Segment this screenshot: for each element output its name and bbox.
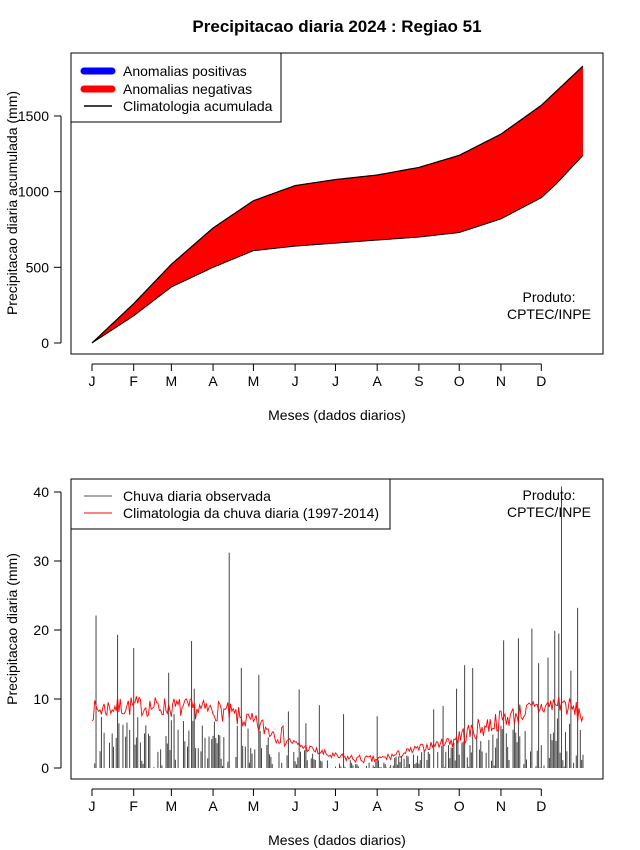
bottom-x-tick-label: O bbox=[454, 798, 465, 814]
top-x-axis-label: Meses (dados diarios) bbox=[268, 407, 406, 423]
bottom-x-tick-label: J bbox=[292, 798, 299, 814]
top-x-tick-label: J bbox=[332, 373, 339, 389]
bottom-x-tick-label: A bbox=[208, 798, 218, 814]
top-x-tick-label: A bbox=[208, 373, 218, 389]
negative-anomaly-area bbox=[92, 66, 583, 343]
top-x-tick-label: D bbox=[536, 373, 546, 389]
cumulative-precip-panel: J F M A M J J A S O N D 0 500 1000 1500 Meses (dados d… bbox=[4, 52, 604, 423]
top-x-tick-label: A bbox=[373, 373, 383, 389]
top-y-tick-label: 1000 bbox=[18, 184, 49, 200]
bottom-y-tick-label: 20 bbox=[33, 622, 49, 638]
bottom-x-tick-label: J bbox=[332, 798, 339, 814]
bottom-x-tick-label: A bbox=[373, 798, 383, 814]
top-y-axis: 0 500 1000 1500 bbox=[18, 108, 62, 351]
top-x-tick-label: J bbox=[292, 373, 299, 389]
bottom-x-tick-label: M bbox=[248, 798, 260, 814]
top-y-tick-label: 500 bbox=[26, 259, 50, 275]
top-annotation-line1: Produto: bbox=[523, 289, 576, 305]
legend-label-climatology: Climatologia acumulada bbox=[123, 98, 273, 114]
bottom-y-axis: 0 10 20 30 40 bbox=[33, 484, 62, 776]
top-x-tick-label: N bbox=[496, 373, 506, 389]
bottom-x-tick-label: D bbox=[536, 798, 546, 814]
legend-label-observed: Chuva diaria observada bbox=[123, 488, 271, 504]
daily-climatology-line bbox=[91, 696, 584, 764]
bottom-y-tick-label: 0 bbox=[41, 760, 49, 776]
climatology-cumulative-line bbox=[91, 65, 584, 344]
chart-title: Precipitacao diaria 2024 : Regiao 51 bbox=[192, 17, 481, 36]
top-x-tick-label: J bbox=[89, 373, 96, 389]
top-x-tick-label: S bbox=[414, 373, 423, 389]
bottom-annotation-line1: Produto: bbox=[523, 487, 576, 503]
top-x-tick-label: M bbox=[166, 373, 178, 389]
legend-label-positive: Anomalias positivas bbox=[123, 63, 247, 79]
bottom-x-tick-label: F bbox=[129, 798, 138, 814]
bottom-y-tick-label: 40 bbox=[33, 484, 49, 500]
legend-label-negative: Anomalias negativas bbox=[123, 81, 252, 97]
daily-precip-panel: J F M A M J J A S O N D 0 10 20 30 40 Meses (dados diar… bbox=[4, 478, 604, 848]
top-annotation-line2: CPTEC/INPE bbox=[507, 306, 591, 322]
top-y-tick-label: 1500 bbox=[18, 108, 49, 124]
top-x-tick-label: O bbox=[454, 373, 465, 389]
top-x-tick-label: F bbox=[129, 373, 138, 389]
bottom-x-tick-label: S bbox=[414, 798, 423, 814]
observed-cumulative-line bbox=[91, 154, 584, 344]
cumulative-data-layer bbox=[91, 65, 584, 344]
bottom-y-tick-label: 10 bbox=[33, 691, 49, 707]
bottom-legend-box bbox=[70, 478, 391, 530]
daily-data-layer bbox=[91, 486, 584, 768]
bottom-y-tick-label: 30 bbox=[33, 553, 49, 569]
bottom-x-axis-label: Meses (dados diarios) bbox=[268, 832, 406, 848]
bottom-x-tick-label: N bbox=[496, 798, 506, 814]
bottom-x-tick-label: J bbox=[89, 798, 96, 814]
bottom-legend: Chuva diaria observada Climatologia da c… bbox=[70, 478, 391, 530]
bottom-x-tick-label: M bbox=[166, 798, 178, 814]
top-legend: Anomalias positivas Anomalias negativas … bbox=[70, 52, 282, 123]
bottom-annotation-line2: CPTEC/INPE bbox=[507, 504, 591, 520]
legend-label-daily-climatology: Climatologia da chuva diaria (1997-2014) bbox=[123, 505, 379, 521]
bottom-y-axis-label: Precipitacao diaria (mm) bbox=[4, 553, 20, 705]
top-x-tick-label: M bbox=[248, 373, 260, 389]
top-y-tick-label: 0 bbox=[41, 335, 49, 351]
top-plot-frame bbox=[70, 52, 604, 355]
top-y-axis-label: Precipitacao diaria acumulada (mm) bbox=[4, 91, 20, 315]
